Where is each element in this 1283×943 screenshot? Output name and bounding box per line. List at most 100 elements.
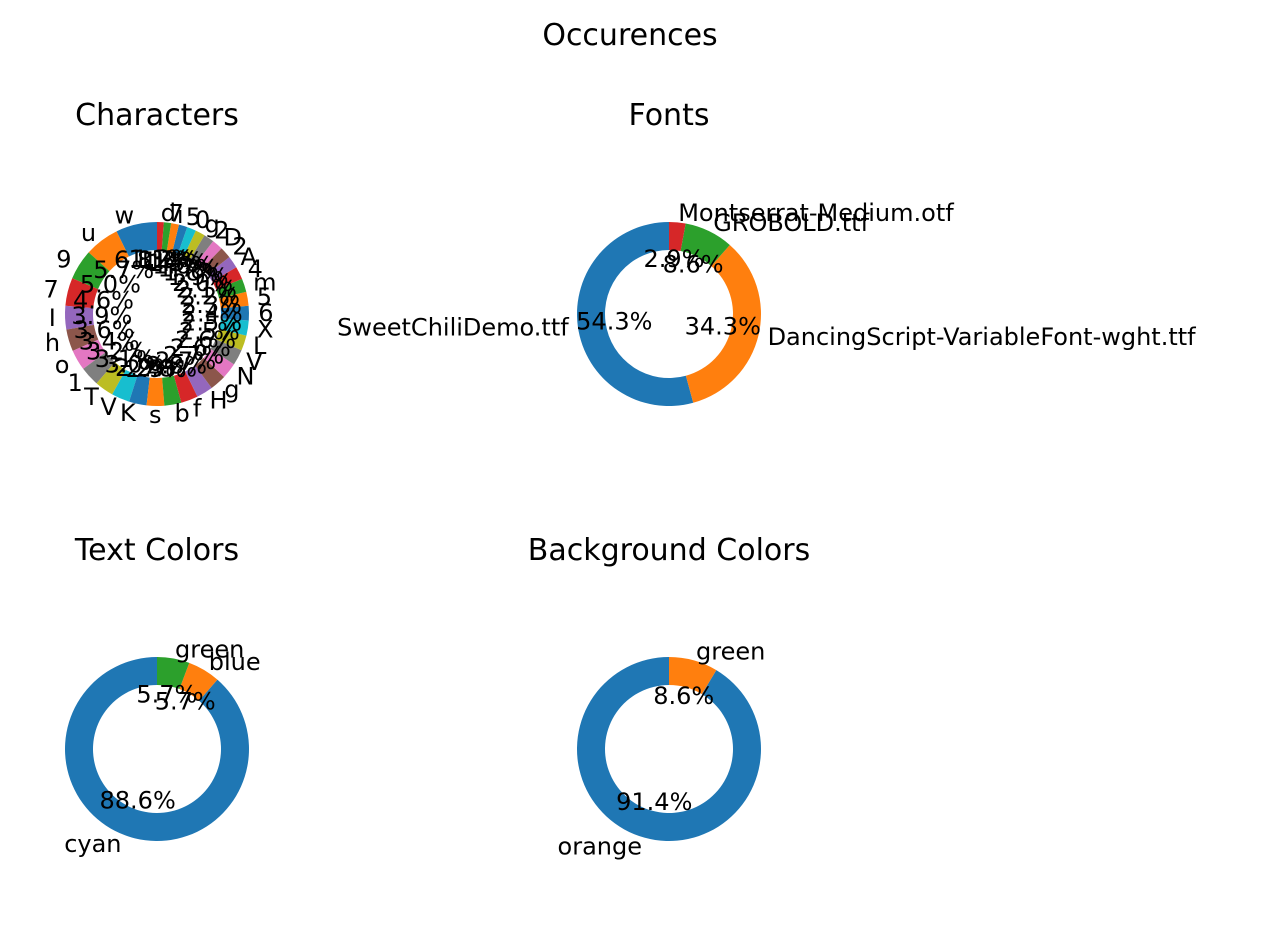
fonts-pie-labels: SweetChiliDemo.ttf 54.3% DancingScript-Var…	[337, 199, 1196, 351]
characters-slice-d-33	[157, 222, 164, 251]
characters-pct-2-27: 1.7%	[158, 254, 219, 282]
characters-label-4-23: 4	[248, 255, 263, 283]
background-colors-pie: Background Colors orange 91.4% green 8.6%	[528, 533, 810, 861]
background-colors-pie-title: Background Colors	[528, 533, 810, 568]
characters-label-k-10: K	[120, 399, 137, 427]
characters-label-v-9: V	[100, 393, 117, 421]
characters-slice-b-12	[162, 375, 182, 406]
characters-slice-n-16	[203, 349, 234, 377]
characters-pct-g-15: 2.7%	[163, 341, 224, 369]
characters-slice-d-26	[196, 241, 222, 269]
characters-pct-5-21: 2.3%	[181, 291, 242, 319]
characters-slice-o-6	[72, 339, 106, 369]
characters-slice-4-23	[212, 267, 243, 290]
characters-pct-d-33: 1.1%	[129, 245, 190, 273]
characters-slice-6-20	[220, 305, 249, 321]
characters-label-g-28: g	[205, 211, 220, 239]
text-colors-pct-blue-1: 5.7%	[155, 688, 216, 716]
characters-pct-1-7: 3.2%	[86, 338, 147, 366]
characters-pct-s-11: 2.9%	[126, 355, 187, 383]
fonts-pct-dancingscript-variablefont-wght-ttf-1: 34.3%	[685, 312, 761, 340]
text-colors-pie: Text Colors cyan 88.6% blue 5.7% green 5.7%	[64, 533, 260, 858]
characters-label-h-5: h	[45, 329, 60, 357]
characters-label-n-16: N	[237, 363, 255, 391]
characters-pct-b-12: 2.8%	[136, 354, 197, 382]
characters-label-7-32: 7	[168, 199, 183, 227]
characters-slice-s-11	[146, 377, 165, 406]
characters-slice-0-29	[178, 227, 196, 256]
characters-pct-h-14: 2.7%	[155, 347, 216, 375]
characters-slice-5-30	[172, 224, 188, 254]
characters-pct-m-22: 2.2%	[179, 283, 240, 311]
characters-pie-labels: w 6.8% u 5.7% 9 5.0% 7 4.6% I 3.9% h 3.6%o 3.4% 13.2%…	[44, 199, 277, 429]
fonts-label-grobold-ttf-2: GROBOLD.ttf	[713, 209, 869, 237]
characters-label-7-3: 7	[44, 276, 59, 304]
text-colors-pie-slices	[64, 657, 249, 842]
characters-slice-h-14	[185, 365, 212, 397]
characters-slice-2-25	[201, 248, 230, 275]
background-colors-pie-labels: orange 91.4% green 8.6%	[558, 637, 766, 860]
characters-pct-l-18: 2.5%	[179, 317, 240, 345]
characters-slice-5-21	[219, 291, 249, 309]
text-colors-pct-cyan-0: 88.6%	[100, 787, 176, 815]
characters-slice-m-22	[216, 278, 247, 299]
characters-slice-7-32	[161, 222, 172, 251]
characters-slice-7-3	[65, 278, 99, 309]
fonts-pct-sweetchilidemo-ttf-0: 54.3%	[576, 307, 652, 335]
characters-label-d-33: d	[161, 199, 176, 227]
characters-slice-t-8	[96, 362, 126, 395]
characters-pct-o-6: 3.4%	[79, 328, 140, 356]
characters-label-2-27: 2	[214, 216, 229, 244]
characters-label-5-21: 5	[257, 283, 272, 311]
characters-pie-slices	[65, 222, 249, 406]
characters-slice-v-9	[112, 369, 138, 402]
characters-pct-x-19: 2.5%	[181, 308, 242, 336]
characters-label-h-14: H	[210, 386, 228, 414]
fonts-slice-grobold-ttf-2	[680, 223, 730, 266]
characters-pie: Characters w 6.8% u 5.7% 9 5.0% 7 4.6% I 3.9% h 3.6…	[44, 98, 277, 429]
characters-pct-7-32: 1.2%	[133, 245, 194, 273]
characters-slice-1-7	[83, 352, 115, 384]
background-colors-slice-orange-0	[577, 657, 762, 841]
characters-pct-h-5: 3.6%	[74, 316, 135, 344]
characters-slice-g-28	[183, 230, 205, 260]
characters-pct-a-24: 2.0%	[172, 269, 233, 297]
characters-label-u-1: u	[81, 219, 96, 247]
text-colors-pie-labels: cyan 88.6% blue 5.7% green 5.7%	[64, 635, 260, 857]
characters-pct-n-16: 2.6%	[170, 334, 231, 362]
characters-pct-i-31: 1.3%	[137, 246, 198, 274]
characters-slice-i-4	[65, 305, 94, 330]
text-colors-label-green-2: green	[175, 635, 244, 663]
characters-pct-v-17: 2.6%	[175, 326, 236, 354]
characters-label-v-17: V	[246, 348, 263, 376]
text-colors-slice-cyan-0	[64, 657, 249, 842]
characters-pct-6-20: 2.4%	[182, 299, 243, 327]
characters-label-i-4: I	[49, 304, 56, 332]
text-colors-pct-green-2: 5.7%	[136, 681, 197, 709]
fonts-slice-montserrat-medium-otf-3	[669, 222, 686, 252]
characters-pct-i-4: 3.9%	[71, 302, 132, 330]
characters-label-1-7: 1	[67, 369, 82, 397]
characters-slice-k-10	[129, 374, 150, 406]
characters-pct-d-26: 1.8%	[163, 258, 224, 286]
characters-pct-t-8: 3.1%	[95, 345, 156, 373]
characters-slice-f-13	[173, 371, 198, 403]
background-colors-pct-green-1: 8.6%	[653, 682, 714, 710]
fonts-pie-title: Fonts	[629, 98, 710, 133]
characters-slice-x-19	[219, 318, 249, 336]
fonts-pie: Fonts SweetChiliDemo.ttf 54.3% DancingScri…	[337, 98, 1196, 406]
background-colors-slice-green-1	[669, 657, 717, 695]
characters-slice-w-0	[116, 222, 157, 257]
characters-pct-9-2: 5.0%	[80, 270, 141, 298]
characters-label-m-22: m	[253, 268, 276, 296]
characters-slice-l-18	[215, 329, 247, 351]
characters-label-s-11: s	[149, 401, 162, 429]
characters-label-d-26: D	[223, 224, 241, 252]
characters-pct-u-1: 5.7%	[93, 256, 154, 284]
text-colors-pie-title: Text Colors	[74, 533, 239, 568]
characters-label-x-19: X	[257, 316, 273, 344]
characters-label-5-30: 5	[186, 203, 201, 231]
characters-label-a-24: A	[241, 243, 258, 271]
fonts-slice-sweetchilidemo-ttf-0	[577, 221, 694, 406]
characters-slice-i-31	[166, 223, 179, 252]
